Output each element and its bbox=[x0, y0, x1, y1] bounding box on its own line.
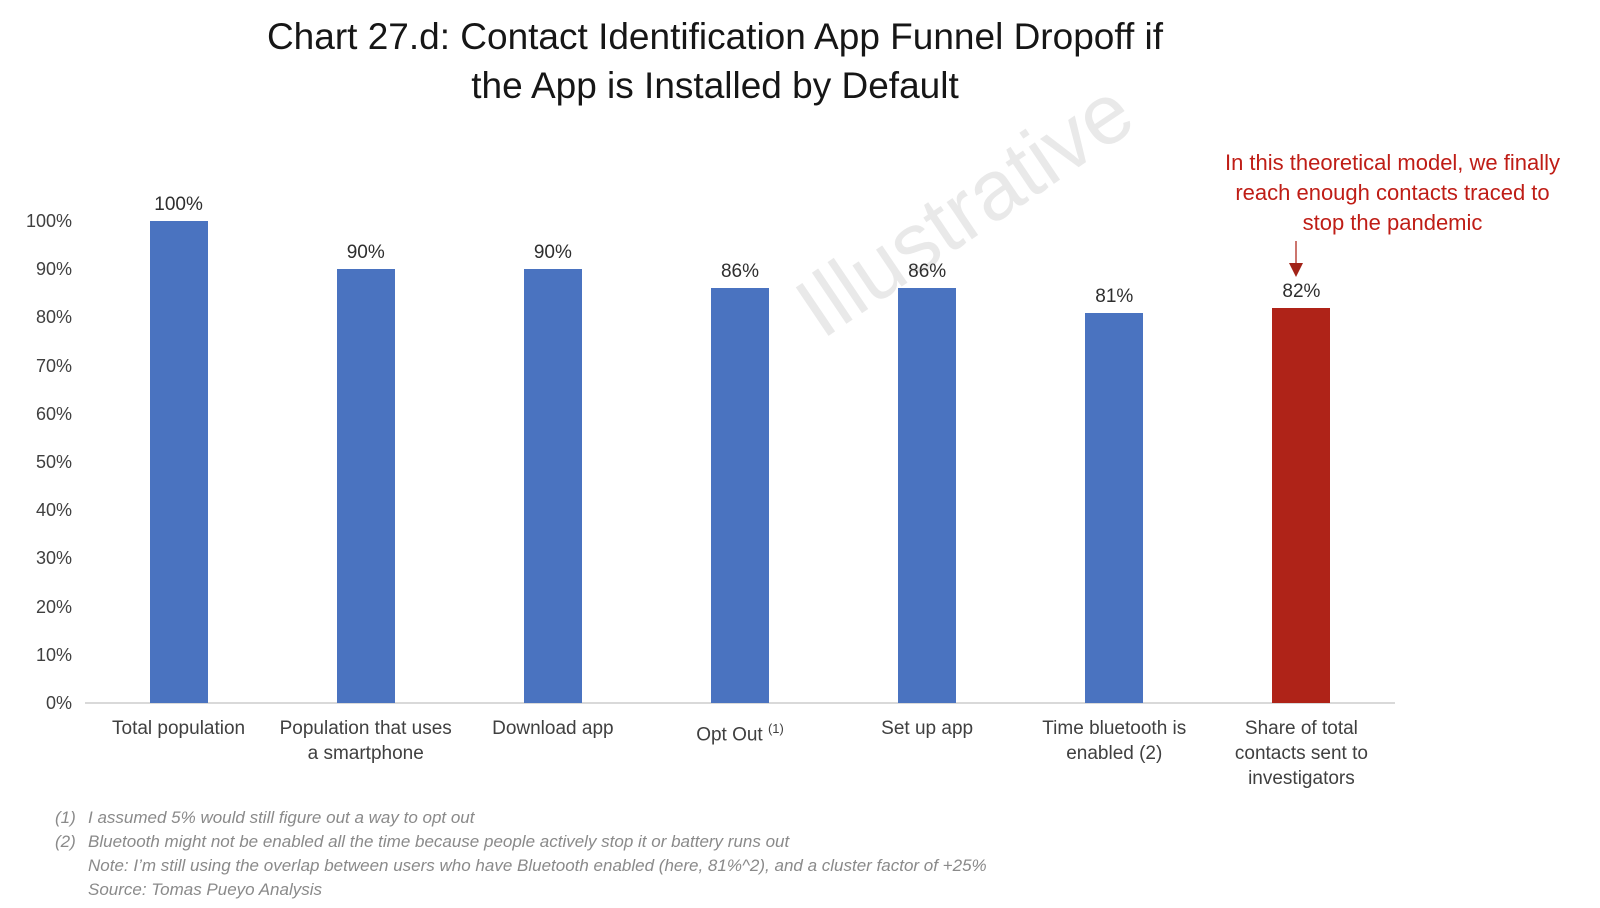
bar-value-label: 81% bbox=[1095, 285, 1134, 307]
footnote-text: Source: Tomas Pueyo Analysis bbox=[88, 880, 323, 899]
footnote-source: Source: Tomas Pueyo Analysis bbox=[55, 878, 987, 902]
footnote-text: I assumed 5% would still figure out a wa… bbox=[88, 808, 475, 827]
bar bbox=[336, 269, 395, 703]
footnote-2: (2) Bluetooth might not be enabled all t… bbox=[55, 830, 987, 854]
bar bbox=[1272, 307, 1331, 703]
footnotes: (1) I assumed 5% would still figure out … bbox=[55, 806, 987, 902]
y-axis-tick-label: 60% bbox=[35, 403, 72, 424]
bar bbox=[149, 221, 208, 703]
bar-value-label: 90% bbox=[346, 242, 385, 264]
annotation-text: In this theoretical model, we finally re… bbox=[1185, 148, 1600, 238]
footnote-1: (1) I assumed 5% would still figure out … bbox=[55, 806, 987, 830]
footnote-marker bbox=[55, 878, 88, 902]
bar-value-label: 82% bbox=[1282, 280, 1321, 302]
y-axis-tick-label: 80% bbox=[35, 307, 72, 328]
footnote-marker: (2) bbox=[55, 832, 76, 851]
bar-value-label: 86% bbox=[720, 261, 760, 283]
annotation-line: In this theoretical model, we finally bbox=[1224, 150, 1561, 175]
bar bbox=[898, 288, 957, 703]
y-axis-tick-label: 70% bbox=[35, 355, 72, 376]
x-axis-label: Time bluetooth is enabled (2) bbox=[1042, 718, 1187, 764]
bar-value-label: 90% bbox=[533, 242, 572, 264]
chart-title-line1: Chart 27.d: Contact Identification App F… bbox=[266, 16, 1164, 57]
chart-title-line2: the App is Installed by Default bbox=[471, 65, 959, 106]
bar-value-label: 100% bbox=[154, 194, 203, 215]
bar bbox=[1085, 312, 1144, 703]
y-axis-tick-label: 90% bbox=[35, 259, 72, 280]
footnote-text: Bluetooth might not be enabled all the t… bbox=[88, 832, 790, 851]
x-axis-label: Opt Out (1) bbox=[696, 721, 784, 746]
annotation-line: reach enough contacts traced to bbox=[1235, 180, 1550, 205]
x-axis-label: Download app bbox=[492, 718, 614, 739]
y-axis-tick-label: 20% bbox=[35, 596, 72, 617]
y-axis-tick-label: 50% bbox=[35, 452, 72, 472]
bar bbox=[523, 269, 582, 703]
footnote-text: Note: I’m still using the overlap betwee… bbox=[88, 856, 987, 875]
bar-value-label: 86% bbox=[908, 261, 947, 283]
y-axis-tick-label: 30% bbox=[35, 548, 72, 569]
down-arrow-icon bbox=[1288, 241, 1304, 278]
x-axis-label: Total population bbox=[112, 718, 246, 739]
bar bbox=[711, 288, 769, 703]
y-axis-tick-label: 0% bbox=[45, 693, 72, 713]
footnote-marker: (1) bbox=[55, 808, 76, 827]
x-axis-label: Set up app bbox=[881, 718, 974, 739]
y-axis-tick-label: 10% bbox=[35, 644, 72, 665]
y-axis-tick-label: 40% bbox=[35, 500, 72, 521]
annotation-line: stop the pandemic bbox=[1302, 210, 1483, 235]
x-axis-line bbox=[85, 702, 1395, 704]
footnote-note: Note: I’m still using the overlap betwee… bbox=[55, 854, 987, 878]
footnote-marker bbox=[55, 854, 88, 878]
chart-title: Chart 27.d: Contact Identification App F… bbox=[0, 12, 1430, 110]
x-axis-label: Population that uses a smartphone bbox=[279, 718, 452, 764]
y-axis-tick-label: 100% bbox=[25, 211, 72, 231]
x-axis-label: Share of total contacts sent to investigat… bbox=[1234, 718, 1368, 789]
